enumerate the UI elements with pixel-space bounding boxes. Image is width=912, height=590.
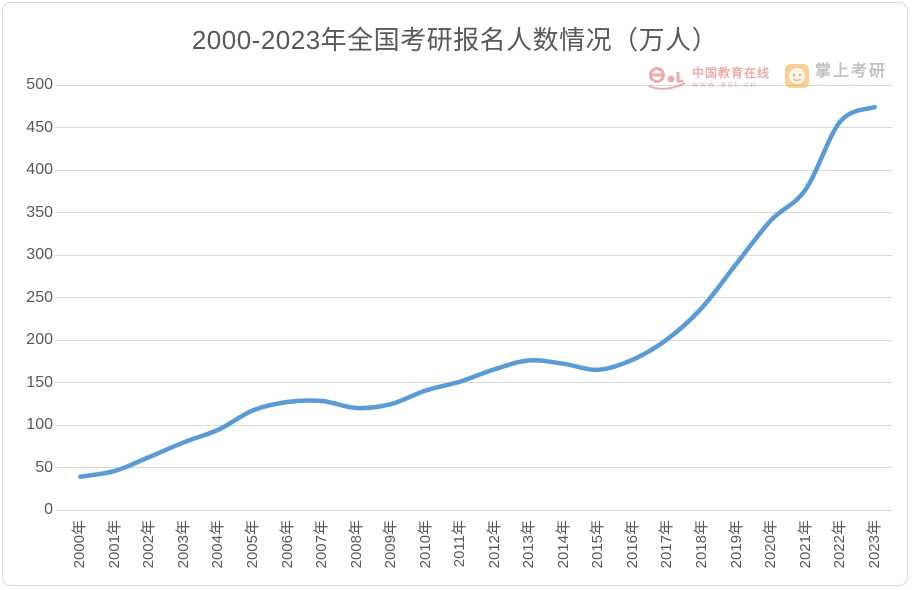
gridline-350 [63,212,892,213]
gridline-100 [63,424,892,426]
y-tick-500 [55,84,63,86]
y-tick-200 [55,339,63,341]
x-axis-label-2002年: 2002年 [140,520,158,569]
kaoyan-logo-text: 掌上考研 ·· ··· · ···· ·· ·· [815,63,887,89]
y-axis-label-500: 500 [26,76,53,93]
x-axis-label-2010年: 2010年 [416,520,434,569]
x-axis-label-2001年: 2001年 [105,520,123,569]
x-axis-label-2006年: 2006年 [278,520,296,569]
x-axis-label-2018年: 2018年 [693,520,711,569]
y-tick-350 [55,212,63,213]
x-axis-label-2023年: 2023年 [865,520,883,569]
kaoyan-face-icon [784,64,809,88]
y-tick-0 [55,509,63,511]
x-axis-label-2000年: 2000年 [71,520,89,569]
y-tick-300 [55,254,63,256]
eol-logo: 中国教育在线 www.eol.cn [647,63,770,93]
y-tick-400 [55,169,63,171]
y-tick-450 [55,127,63,128]
eol-logo-label: 中国教育在线 [691,65,770,80]
y-tick-50 [55,467,63,468]
series-line-0 [78,104,877,479]
x-axis-label-2019年: 2019年 [727,520,745,569]
x-axis-label-2015年: 2015年 [589,520,607,569]
kaoyan-logo-subtext: ·· ··· · ···· ·· ·· [814,80,883,89]
gridline-150 [63,382,892,383]
x-axis-label-2017年: 2017年 [658,520,676,569]
gridline-400 [63,169,892,171]
eol-swoosh-icon [648,67,686,90]
y-axis-label-100: 100 [26,416,53,433]
y-axis-label-450: 450 [26,118,53,136]
gridline-0 [63,509,892,511]
x-axis-label-2020年: 2020年 [762,520,780,569]
eol-logo-text: 中国教育在线 www.eol.cn [691,65,770,90]
chart-title: 2000-2023年全国考研报名人数情况（万人） [191,25,719,55]
gridline-500 [63,84,892,86]
y-axis-label-150: 150 [26,373,53,391]
y-axis-label-350: 350 [26,203,53,221]
kaoyan-logo: 掌上考研 ·· ··· · ···· ·· ·· [784,63,887,89]
x-axis-label-2003年: 2003年 [174,520,192,569]
x-axis-label-2021年: 2021年 [796,520,814,569]
x-axis-label-2013年: 2013年 [520,520,538,569]
eol-logo-url: www.eol.cn [691,79,758,89]
x-axis-label-2014年: 2014年 [554,520,572,569]
kaoyan-logo-label: 掌上考研 [814,63,887,80]
x-axis-label-2011年: 2011年 [451,520,469,568]
gridline-50 [63,467,892,468]
y-axis-label-300: 300 [26,246,53,263]
y-axis-label-400: 400 [26,161,53,178]
y-tick-150 [55,382,63,383]
x-axis-label-2009年: 2009年 [382,520,400,569]
y-axis-label-200: 200 [26,331,53,348]
x-axis-label-2012年: 2012年 [485,520,503,569]
x-axis-label-2016年: 2016年 [623,520,641,569]
gridline-450 [63,127,892,128]
x-axis-label-2005年: 2005年 [243,520,261,569]
y-axis-label-250: 250 [26,288,53,306]
watermark-area: 中国教育在线 www.eol.cn 掌上考研 ·· ··· · ···· ·· … [647,63,887,105]
x-axis-label-2022年: 2022年 [831,520,849,569]
gridline-250 [63,297,892,298]
y-tick-100 [55,424,63,426]
y-axis-label-0: 0 [44,501,53,518]
gridline-300 [63,254,892,256]
x-axis-label-2008年: 2008年 [347,520,365,569]
x-axis-label-2007年: 2007年 [313,520,331,569]
y-axis-label-50: 50 [35,458,53,476]
gridline-200 [63,339,892,341]
data-line-layer [78,104,877,479]
x-axis-label-2004年: 2004年 [209,520,227,569]
y-tick-250 [55,297,63,298]
